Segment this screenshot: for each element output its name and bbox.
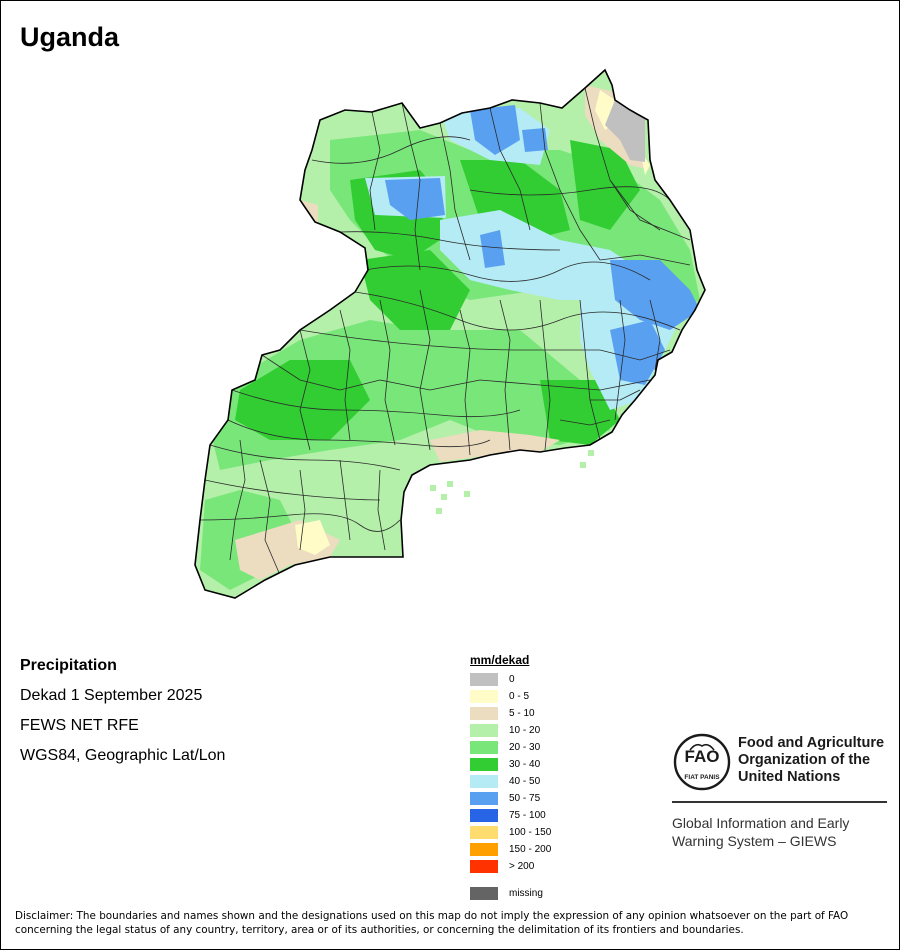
legend-label-missing: missing xyxy=(509,887,543,899)
legend-label: 40 - 50 xyxy=(509,775,541,787)
zone-0-5-southwest xyxy=(295,520,330,555)
zone-50-75-northeast xyxy=(522,128,548,152)
legend-label: 0 xyxy=(509,673,515,685)
district-boundaries xyxy=(199,87,691,576)
legend-item-missing: missing xyxy=(470,886,543,900)
legend-swatch xyxy=(470,706,498,720)
legend-title: mm/dekad xyxy=(470,653,530,667)
fao-org-line-1: Food and Agriculture xyxy=(738,735,885,751)
projection-label: WGS84, Geographic Lat/Lon xyxy=(20,747,226,764)
lake-victoria-islands xyxy=(430,450,594,514)
giews-name: Global Information and Early Warning Sys… xyxy=(672,814,849,850)
legend-swatch xyxy=(470,757,498,771)
legend-item: 5 - 10 xyxy=(470,706,535,720)
legend-swatch-missing xyxy=(470,886,498,900)
zone-50-75-northwest xyxy=(385,178,445,220)
legend-item: 50 - 75 xyxy=(470,791,540,805)
zone-0-northeast xyxy=(605,100,645,162)
disclaimer-line-1: Disclaimer: The boundaries and names sho… xyxy=(15,910,849,922)
legend-swatch xyxy=(470,842,498,856)
legend-swatch xyxy=(470,740,498,754)
fao-org-line-2: Organization of the xyxy=(738,752,871,768)
legend-item: 20 - 30 xyxy=(470,740,540,754)
legend-item: 40 - 50 xyxy=(470,774,540,788)
zone-50-75-central xyxy=(480,230,505,268)
legend-swatch xyxy=(470,791,498,805)
legend-item: 0 - 5 xyxy=(470,689,529,703)
zone-30-40-west-central xyxy=(360,250,470,330)
legend-item: 100 - 150 xyxy=(470,825,551,839)
zone-30-40-east xyxy=(540,380,620,445)
legend-label: 100 - 150 xyxy=(509,826,552,838)
fao-logo-letters: FAO xyxy=(685,747,720,766)
legend-swatch xyxy=(470,774,498,788)
giews-line-1: Global Information and Early xyxy=(672,815,850,831)
product-label: Precipitation xyxy=(20,657,117,674)
giews-line-2: Warning System – GIEWS xyxy=(672,833,837,849)
legend-label: 75 - 100 xyxy=(509,809,546,821)
legend-swatch xyxy=(470,689,498,703)
legend-swatch xyxy=(470,808,498,822)
fao-logo-motto: FIAT PANIS xyxy=(684,774,720,781)
legend-label: 30 - 40 xyxy=(509,758,541,770)
disclaimer: Disclaimer: The boundaries and names sho… xyxy=(15,909,885,937)
zone-50-75-elgon xyxy=(610,320,665,385)
legend-item: 150 - 200 xyxy=(470,842,551,856)
legend-label: 20 - 30 xyxy=(509,741,541,753)
source-label: FEWS NET RFE xyxy=(20,717,139,734)
fao-divider xyxy=(672,801,887,803)
legend-label: 5 - 10 xyxy=(509,707,535,719)
zone-50-75-east xyxy=(610,260,700,330)
legend-label: 50 - 75 xyxy=(509,792,541,804)
legend-swatch xyxy=(470,825,498,839)
uganda-precipitation-map xyxy=(194,69,706,599)
disclaimer-line-2: concerning the legal status of any count… xyxy=(15,924,744,936)
fao-organization-name: Food and Agriculture Organization of the… xyxy=(738,735,884,786)
period-label: Dekad 1 September 2025 xyxy=(20,687,203,704)
rainfall-zones xyxy=(199,85,700,590)
zone-30-40-northeast xyxy=(570,140,640,230)
legend-item: 0 xyxy=(470,672,515,686)
legend-label: 150 - 200 xyxy=(509,843,552,855)
legend-item: > 200 xyxy=(470,859,534,873)
legend-item: 75 - 100 xyxy=(470,808,546,822)
legend-label: 0 - 5 xyxy=(509,690,530,702)
legend-label: 10 - 20 xyxy=(509,724,541,736)
legend-swatch xyxy=(470,859,498,873)
map-title: Uganda xyxy=(20,22,120,52)
fao-org-line-3: United Nations xyxy=(738,769,841,785)
zone-5-10-lakeshore xyxy=(430,430,560,462)
legend-label: > 200 xyxy=(509,860,535,872)
legend-swatch xyxy=(470,672,498,686)
legend-item: 30 - 40 xyxy=(470,757,540,771)
legend-item: 10 - 20 xyxy=(470,723,540,737)
fao-logo-icon: FAO FIAT PANIS xyxy=(673,733,731,791)
legend-swatch xyxy=(470,723,498,737)
